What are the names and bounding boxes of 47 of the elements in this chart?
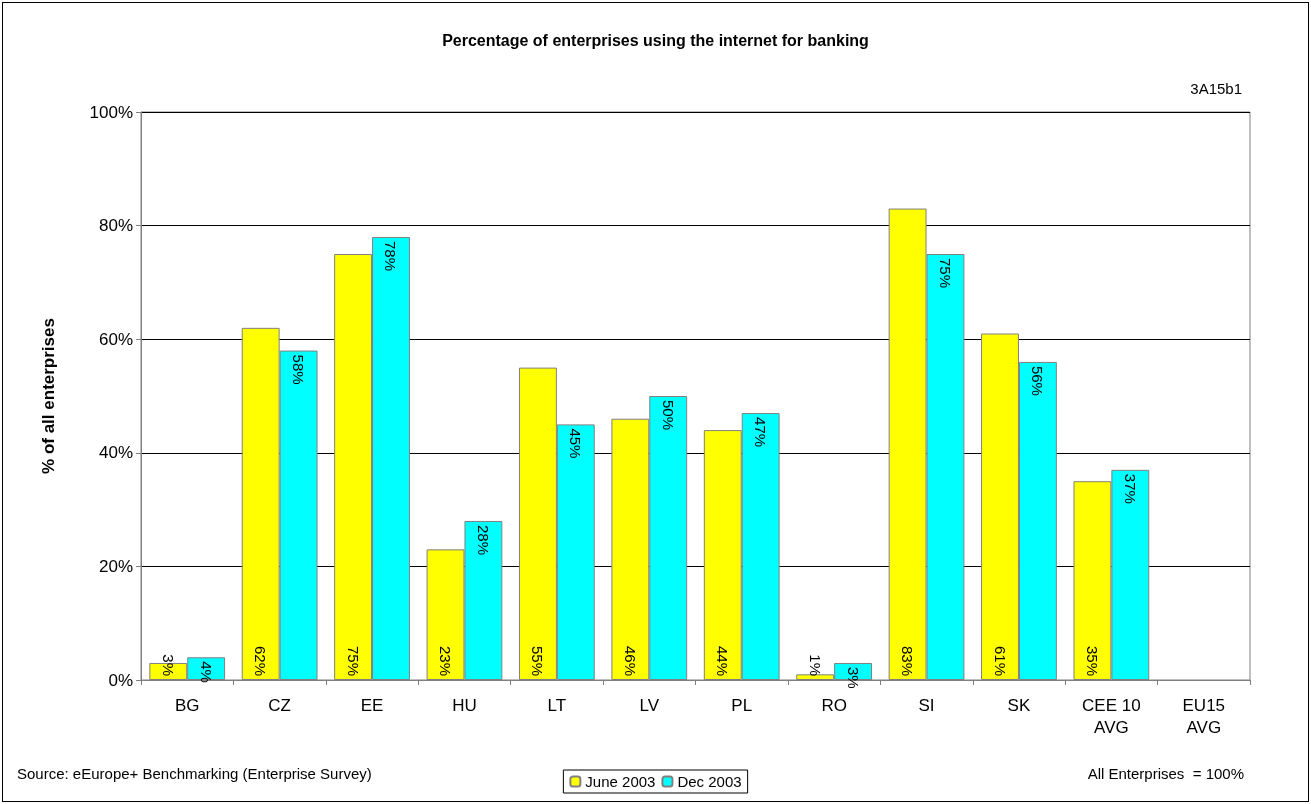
data-label: 3% <box>159 654 177 676</box>
text: 3A15b1 <box>1190 80 1242 97</box>
y-tick-label: 80% <box>98 216 133 236</box>
y-tick-label: 0% <box>108 670 133 690</box>
data-label: 58% <box>290 354 308 385</box>
data-label: 47% <box>752 417 770 448</box>
legend-label: Dec 2003 <box>677 773 742 790</box>
source-note: Source: eEurope+ Benchmarking (Enterprise Survey) <box>17 765 372 782</box>
data-label: 45% <box>567 428 585 459</box>
data-label: 62% <box>252 645 270 676</box>
data-label: 28% <box>474 524 492 555</box>
data-label: 1% <box>806 654 824 676</box>
data-label: 75% <box>344 645 362 676</box>
data-label: 44% <box>714 645 732 676</box>
x-tick-label: RO <box>821 695 847 715</box>
data-label: 83% <box>899 645 917 676</box>
y-tick-label: 100% <box>89 102 133 122</box>
data-label: 61% <box>991 645 1009 676</box>
data-label: 75% <box>936 258 954 289</box>
x-tick-label: SK <box>1007 695 1031 715</box>
data-label: 46% <box>621 645 639 676</box>
data-label: 4% <box>197 661 215 683</box>
x-tick-label: LV <box>639 695 660 715</box>
x-tick-label: EE <box>360 695 384 715</box>
data-label: 37% <box>1121 473 1139 504</box>
x-tick-label: LT <box>547 695 567 715</box>
x-tick-label: PL <box>731 695 753 715</box>
chart-title: Percentage of enterprises using the internet for banking <box>442 31 869 49</box>
legend-label: June 2003 <box>585 773 656 790</box>
x-tick-label: HU <box>452 695 477 715</box>
data-label: 55% <box>529 645 547 676</box>
x-tick-label: BG <box>174 695 200 715</box>
x-tick-label: SI <box>918 695 935 715</box>
y-tick-label: 20% <box>98 556 133 576</box>
data-label: 3% <box>844 666 862 689</box>
x-tick-label: CEE 10 AVG <box>1082 695 1141 737</box>
data-label: 78% <box>382 240 400 271</box>
y-axis-title: % of all enterprises <box>39 318 58 474</box>
text: All Enterprises = 100% <box>1087 765 1244 782</box>
data-label: 56% <box>1029 365 1047 396</box>
y-tick-label: 40% <box>98 443 133 463</box>
data-label: 23% <box>437 645 455 676</box>
x-tick-label: CZ <box>268 695 291 715</box>
data-label: 35% <box>1083 645 1101 676</box>
y-tick-label: 60% <box>98 329 133 349</box>
data-label: 50% <box>659 400 677 431</box>
x-tick-label: EU15 AVG <box>1182 695 1226 737</box>
